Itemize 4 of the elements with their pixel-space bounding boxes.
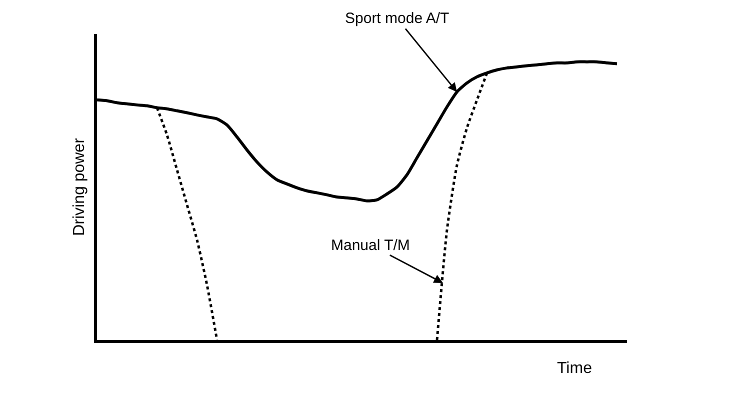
x-axis-title: Time bbox=[557, 360, 592, 377]
text: Sport mode A/T bbox=[345, 10, 450, 27]
text: Manual T/M bbox=[331, 237, 410, 254]
y-axis-title: Driving power bbox=[70, 137, 88, 236]
